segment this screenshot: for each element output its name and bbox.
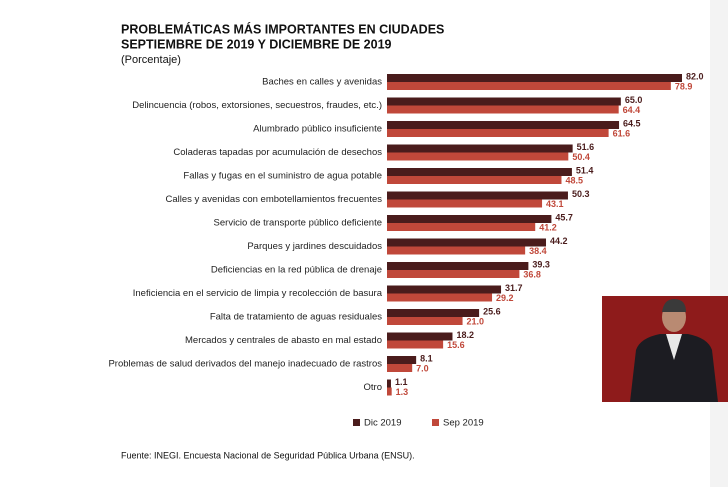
bar	[387, 82, 671, 90]
bar	[387, 105, 619, 114]
value-label: 36.8	[523, 269, 541, 279]
bar	[387, 238, 547, 247]
bar	[387, 191, 568, 200]
value-label: 50.4	[572, 152, 590, 162]
bar	[387, 364, 413, 372]
side-margin	[710, 0, 728, 487]
bar	[387, 168, 572, 176]
legend-label: Dic 2019	[364, 418, 402, 429]
value-label: 82.0	[686, 71, 704, 81]
unit-note: (Porcentaje)	[121, 54, 181, 66]
bar	[387, 215, 552, 223]
value-label: 48.5	[565, 175, 583, 185]
bar	[387, 129, 609, 137]
bar	[387, 246, 526, 255]
bar	[387, 293, 493, 302]
bar	[387, 270, 520, 278]
value-label: 44.2	[550, 236, 568, 246]
category-label: Deficiencias en la red pública de drenaj…	[211, 265, 382, 276]
bar	[387, 74, 682, 82]
category-label: Delincuencia (robos, extorsiones, secues…	[132, 100, 382, 111]
value-label: 15.6	[447, 340, 465, 350]
category-label: Fallas y fugas en el suministro de agua …	[183, 171, 382, 182]
value-label: 65.0	[625, 95, 643, 105]
value-label: 51.4	[576, 165, 594, 175]
bar	[387, 309, 480, 317]
interpreter-shirt	[666, 334, 682, 360]
bar	[387, 144, 573, 153]
legend-swatch	[353, 419, 360, 426]
bar	[387, 176, 562, 184]
category-label: Falta de tratamiento de aguas residuales	[210, 312, 382, 323]
value-label: 1.3	[396, 387, 409, 397]
value-label: 64.4	[623, 105, 641, 115]
value-label: 43.1	[546, 199, 564, 209]
bar	[387, 332, 453, 341]
chart-title: PROBLEMÁTICAS MÁS IMPORTANTES EN CIUDADE…	[121, 21, 444, 36]
value-label: 18.2	[456, 330, 474, 340]
category-label: Otro	[364, 382, 382, 393]
bar	[387, 97, 621, 106]
source: Fuente: INEGI. Encuesta Nacional de Segu…	[121, 450, 415, 460]
category-label: Calles y avenidas con embotellamientos f…	[165, 194, 382, 205]
category-label: Problemas de salud derivados del manejo …	[108, 359, 382, 370]
bar	[387, 379, 391, 388]
bar	[387, 199, 543, 208]
value-label: 51.6	[577, 142, 595, 152]
value-label: 8.1	[420, 353, 433, 363]
category-label: Alumbrado público insuficiente	[253, 124, 382, 135]
interpreter-body	[630, 334, 718, 402]
value-label: 7.0	[416, 363, 429, 373]
category-label: Mercados y centrales de abasto en mal es…	[185, 335, 382, 346]
category-label: Coladeras tapadas por acumulación de des…	[173, 147, 382, 158]
interpreter-hair	[662, 299, 686, 312]
value-label: 41.2	[539, 222, 557, 232]
value-label: 21.0	[467, 316, 485, 326]
bar	[387, 356, 417, 364]
value-label: 38.4	[529, 246, 547, 256]
value-label: 39.3	[532, 259, 550, 269]
bar	[387, 223, 536, 231]
value-label: 64.5	[623, 118, 641, 128]
category-label: Servicio de transporte público deficient…	[214, 218, 382, 229]
value-label: 1.1	[395, 377, 408, 387]
video-inset	[602, 296, 728, 402]
value-label: 78.9	[675, 81, 693, 91]
value-label: 45.7	[555, 212, 573, 222]
category-label: Ineficiencia en el servicio de limpia y …	[133, 288, 383, 299]
bar	[387, 152, 569, 161]
bar	[387, 340, 444, 349]
bar	[387, 121, 620, 129]
value-label: 25.6	[483, 306, 501, 316]
category-label: Parques y jardines descuidados	[247, 241, 382, 252]
legend-label: Sep 2019	[443, 418, 484, 429]
category-label: Baches en calles y avenidas	[262, 77, 382, 88]
value-label: 31.7	[505, 283, 523, 293]
chart-subtitle: SEPTIEMBRE DE 2019 Y DICIEMBRE DE 2019	[121, 37, 392, 51]
bar	[387, 317, 463, 325]
value-label: 29.2	[496, 293, 514, 303]
bar	[387, 285, 502, 294]
bar	[387, 262, 529, 270]
value-label: 61.6	[613, 128, 631, 138]
value-label: 50.3	[572, 189, 590, 199]
bar	[387, 387, 392, 396]
legend-swatch	[432, 419, 439, 426]
